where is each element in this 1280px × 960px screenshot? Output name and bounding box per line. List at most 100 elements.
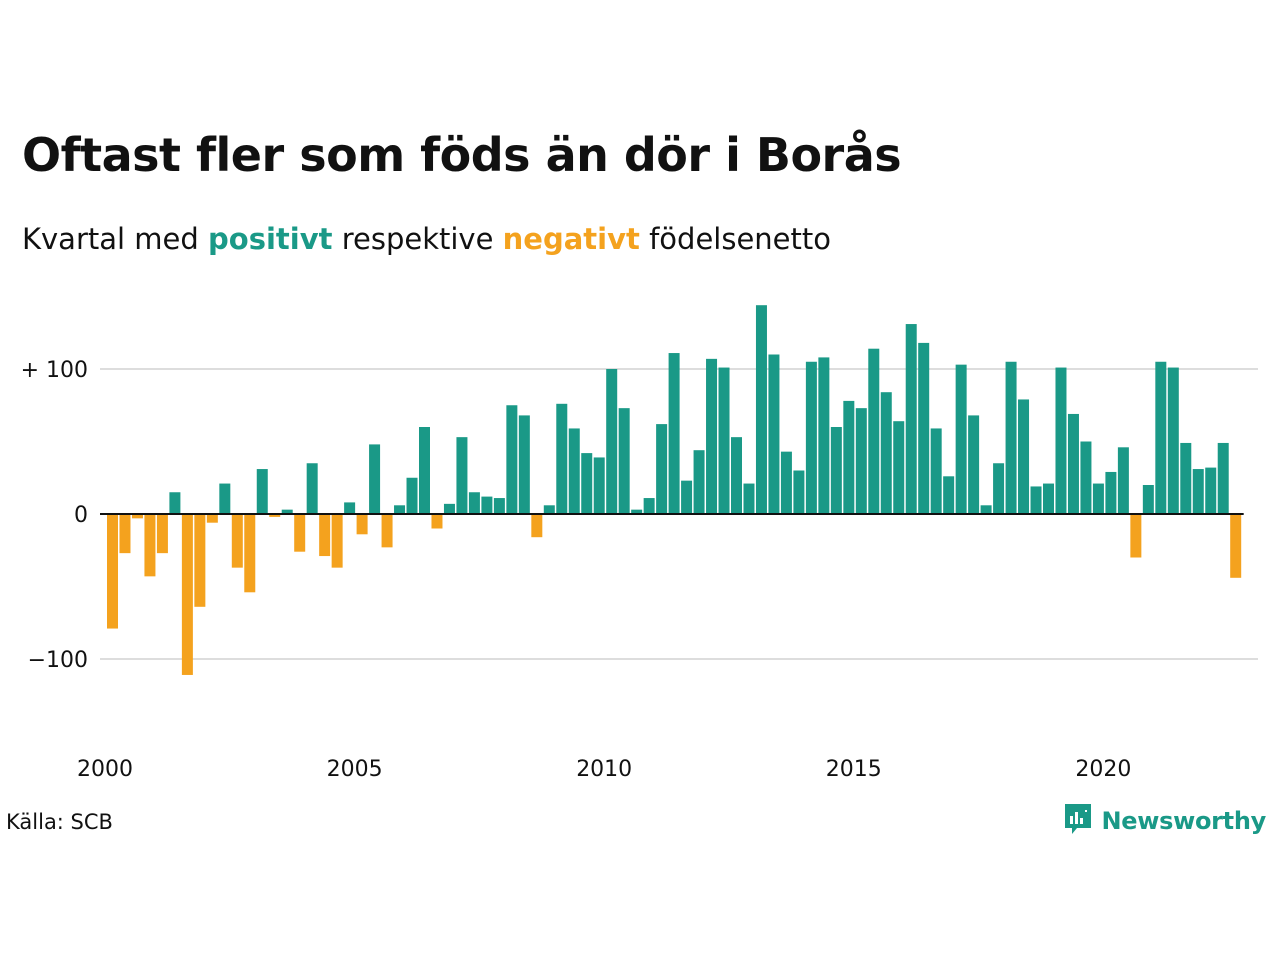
brand-logo: Newsworthy [1063,802,1266,840]
bar-positive: 2013 K3: 43 [780,451,792,514]
source-note: Källa: SCB [6,810,113,834]
bar-positive: 2019 K3: 50 [1080,441,1092,514]
bar-negative: 2004 K3: -37 [331,514,343,568]
bar-positive: 2016 K2: 118 [918,342,930,514]
bar-negative: 2002 K1: -6 [206,514,218,523]
subtitle-positive-keyword: positivt [208,222,333,256]
bar-positive: 2011 K2: 111 [668,353,680,514]
bar-positive: 2008 K2: 68 [518,415,530,514]
bar-positive: 2008 K4: 6 [543,505,555,514]
bar-positive: 2021 K4: 31 [1192,469,1204,514]
subtitle-negative-keyword: negativt [502,222,640,256]
bar-negative: 2001 K4: -64 [194,514,206,607]
bar-positive: 2021 K3: 49 [1180,442,1192,514]
bar-positive: 2011 K1: 62 [656,424,668,514]
bar-positive: 2006 K1: 25 [406,477,418,514]
bar-positive: 2006 K4: 7 [443,503,455,514]
y-tick-label: 0 [74,503,88,528]
bar-negative: 2005 K3: -23 [381,514,393,548]
bar-negative: 2022 K3: -44 [1230,514,1242,578]
bar-positive: 2005 K4: 6 [394,505,406,514]
bar-positive: 2017 K1: 103 [955,364,967,514]
bar-positive: 2008 K1: 75 [506,405,518,514]
bar-negative: 2000 K1: -79 [107,514,118,629]
bar-positive: 2020 K4: 20 [1142,485,1154,514]
bar-positive: 2019 K4: 21 [1092,483,1104,514]
bar-positive: 2010 K2: 73 [618,408,630,514]
bar-positive: 2017 K4: 35 [993,463,1005,514]
bar-positive: 2010 K4: 11 [643,498,655,514]
bar-positive: 2013 K4: 30 [793,470,805,514]
newsworthy-logo-icon [1063,802,1093,840]
bar-negative: 2000 K4: -43 [144,514,156,577]
bar-negative: 2002 K4: -54 [244,514,256,593]
bar-positive: 2016 K1: 131 [905,324,917,514]
bar-positive: 2015 K1: 73 [855,408,867,514]
x-tick-label: 2005 [327,757,383,782]
bar-positive: 2016 K4: 26 [943,476,955,514]
bar-positive: 2007 K4: 11 [493,498,505,514]
bar-positive: 2019 K2: 69 [1067,413,1079,514]
bar-positive: 2021 K1: 105 [1155,361,1167,514]
bar-negative: 2002 K3: -37 [231,514,243,568]
bar-positive: 2004 K1: 35 [306,463,318,514]
bar-positive: 2022 K1: 32 [1205,467,1217,514]
bar-chart: 2000 K1: -792000 K2: -272000 K3: -32000 … [21,305,1258,782]
subtitle-suffix: födelsenetto [649,222,831,256]
x-tick-label: 2020 [1075,757,1131,782]
bar-negative: 2000 K2: -27 [119,514,131,554]
bar-negative: 2001 K1: -27 [156,514,168,554]
bar-positive: 2012 K1: 107 [706,358,718,514]
bar-negative: 2005 K1: -14 [356,514,368,535]
bar-positive: 2001 K2: 15 [169,492,181,514]
bar-positive: 2021 K2: 101 [1167,367,1179,514]
x-tick-label: 2015 [826,757,882,782]
bars: 2000 K1: -792000 K2: -272000 K3: -32000 … [107,305,1242,675]
bar-positive: 2016 K3: 59 [930,428,942,514]
bar-negative: 2003 K4: -26 [294,514,306,552]
bar-positive: 2005 K2: 48 [369,444,381,514]
bar-positive: 2018 K2: 79 [1018,399,1030,514]
bar-positive: 2011 K3: 23 [681,480,693,514]
bar-positive: 2007 K1: 53 [456,437,468,514]
bar-positive: 2010 K3: 3 [631,509,643,514]
brand-name: Newsworthy [1101,807,1266,835]
bar-positive: 2020 K1: 29 [1105,471,1117,514]
bar-positive: 2009 K1: 76 [556,403,568,514]
bar-negative: 2020 K3: -30 [1130,514,1142,558]
bar-positive: 2007 K3: 12 [481,496,493,514]
bar-positive: 2019 K1: 101 [1055,367,1067,514]
bar-negative: 2001 K3: -111 [181,514,193,675]
bar-positive: 2014 K1: 105 [805,361,817,514]
bar-positive: 2014 K3: 60 [830,427,842,514]
bar-positive: 2012 K2: 101 [718,367,730,514]
bar-positive: 2020 K2: 46 [1117,447,1129,514]
y-tick-label: + 100 [21,358,88,383]
bar-positive: 2018 K3: 19 [1030,486,1042,514]
bar-positive: 2017 K3: 6 [980,505,992,514]
bar-positive: 2015 K2: 114 [868,348,880,514]
bar-positive: 2015 K3: 84 [880,392,892,514]
bar-positive: 2006 K2: 60 [419,427,430,514]
y-tick-label: −100 [28,648,88,673]
bar-negative: 2000 K3: -3 [131,514,143,519]
subtitle-prefix: Kvartal med [22,222,199,256]
bar-negative: 2006 K3: -10 [431,514,443,529]
axes: + 100 0 −100 2000 2005 2010 2015 2020 [21,358,1244,782]
bar-positive: 2018 K1: 105 [1005,361,1017,514]
subtitle-middle: respektive [341,222,494,256]
bar-positive: 2004 K4: 8 [344,502,356,514]
bar-positive: 2009 K2: 59 [568,428,580,514]
chart-subtitle: Kvartal med positivt respektive negativt… [22,222,831,256]
bar-positive: 2011 K4: 44 [693,450,705,514]
bar-negative: 2003 K2: -2 [269,514,281,517]
x-tick-label: 2000 [77,757,133,782]
bar-positive: 2013 K2: 110 [768,354,780,514]
chart-title: Oftast fler som föds än dör i Borås [22,128,902,182]
bar-negative: 2004 K2: -29 [319,514,331,557]
bar-positive: 2009 K4: 39 [593,457,605,514]
bar-positive: 2010 K1: 100 [606,369,618,514]
bar-negative: 2008 K3: -16 [531,514,543,538]
bar-positive: 2017 K2: 68 [968,415,980,514]
bar-positive: 2012 K3: 53 [731,437,742,514]
